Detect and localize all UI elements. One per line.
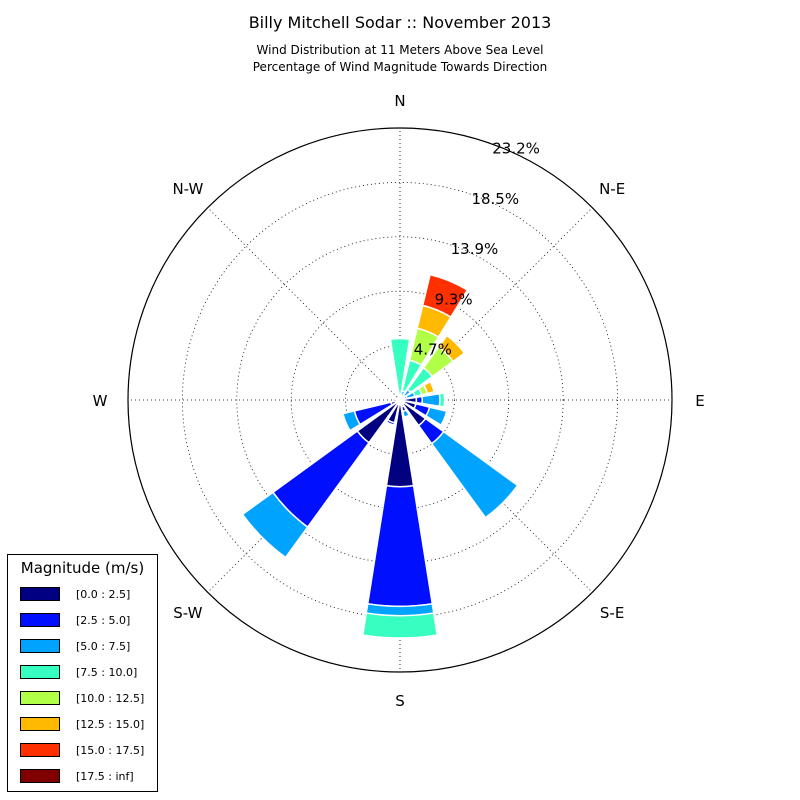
- grid-spoke-n-w: [207, 207, 401, 401]
- radial-tick-label-5: 23.2%: [492, 140, 540, 158]
- legend-swatch: [20, 717, 60, 731]
- outer-ring: [127, 127, 673, 673]
- bar-dir-180-bin-3: [361, 612, 439, 639]
- legend-swatch: [20, 743, 60, 757]
- legend-label: [15.0 : 17.5]: [76, 744, 145, 757]
- bar-dir-202_5-bin-1: [385, 418, 396, 426]
- radial-tick-label-4: 18.5%: [471, 190, 519, 208]
- wind-bars: [241, 273, 519, 639]
- legend-label: [17.5 : inf]: [76, 770, 134, 783]
- grid-spoke-n-e: [399, 207, 593, 401]
- bar-dir-135-bin-2: [430, 430, 519, 519]
- radial-tick-label-3: 13.9%: [451, 240, 499, 258]
- chart-subtitle-line-1: Wind Distribution at 11 Meters Above Sea…: [257, 43, 544, 57]
- bar-dir-90-bin-2: [421, 392, 441, 408]
- direction-label-n-e: N-E: [599, 180, 625, 198]
- direction-label-n: N: [394, 92, 405, 110]
- bar-dir-157_5-bin-2: [401, 408, 411, 419]
- legend-label: [7.5 : 10.0]: [76, 666, 138, 679]
- radial-tick-label-1: 4.7%: [414, 341, 452, 359]
- bar-dir-112_5-bin-2: [424, 406, 448, 427]
- direction-label-e: E: [695, 392, 704, 410]
- axis-labels: N N-E E S-E S S-W W N-W 4.7% 9.3% 13.9% 18.5% 23.2%: [93, 92, 705, 710]
- direction-label-s-e: S-E: [600, 604, 624, 622]
- chart-title: Billy Mitchell Sodar :: November 2013: [249, 13, 552, 32]
- legend-title: Magnitude (m/s): [20, 559, 145, 577]
- grid-ring-4: [181, 181, 619, 619]
- bar-dir-67_5-bin-5: [422, 380, 436, 395]
- legend-swatch: [20, 587, 60, 601]
- direction-label-w: W: [93, 392, 108, 410]
- bar-dir-90-bin-3: [438, 392, 446, 408]
- radial-tick-label-2: 9.3%: [435, 290, 473, 308]
- direction-label-n-w: N-W: [172, 180, 203, 198]
- bar-dir-225-bin-2: [241, 491, 309, 559]
- bar-dir-45-bin-5: [437, 334, 466, 363]
- bar-dir-247_5-bin-2: [342, 410, 362, 432]
- bar-dir-0-bin-3: [389, 337, 411, 396]
- legend-label: [10.0 : 12.5]: [76, 692, 145, 705]
- grid-ring-1: [345, 345, 455, 455]
- bar-dir-337_5-bin-0: [398, 397, 401, 401]
- direction-label-s: S: [395, 692, 405, 710]
- legend: Magnitude (m/s) [0.0 : 2.5] [2.5 : 5.0] [5…: [7, 554, 158, 792]
- legend-swatch: [20, 665, 60, 679]
- legend-label: [0.0 : 2.5]: [76, 588, 131, 601]
- direction-label-s-w: S-W: [173, 604, 202, 622]
- legend-swatch: [20, 691, 60, 705]
- legend-label: [2.5 : 5.0]: [76, 614, 131, 627]
- bar-dir-270-bin-1: [392, 398, 398, 402]
- bar-dir-180-bin-1: [366, 484, 434, 608]
- bar-dir-90-bin-1: [415, 395, 424, 405]
- legend-swatch: [20, 769, 60, 783]
- legend-swatch: [20, 613, 60, 627]
- chart-subtitle-line-2: Percentage of Wind Magnitude Towards Dir…: [253, 60, 547, 74]
- legend-swatch: [20, 639, 60, 653]
- bar-dir-22_5-bin-6: [421, 273, 469, 319]
- legend-label: [12.5 : 15.0]: [76, 718, 145, 731]
- legend-label: [5.0 : 7.5]: [76, 640, 131, 653]
